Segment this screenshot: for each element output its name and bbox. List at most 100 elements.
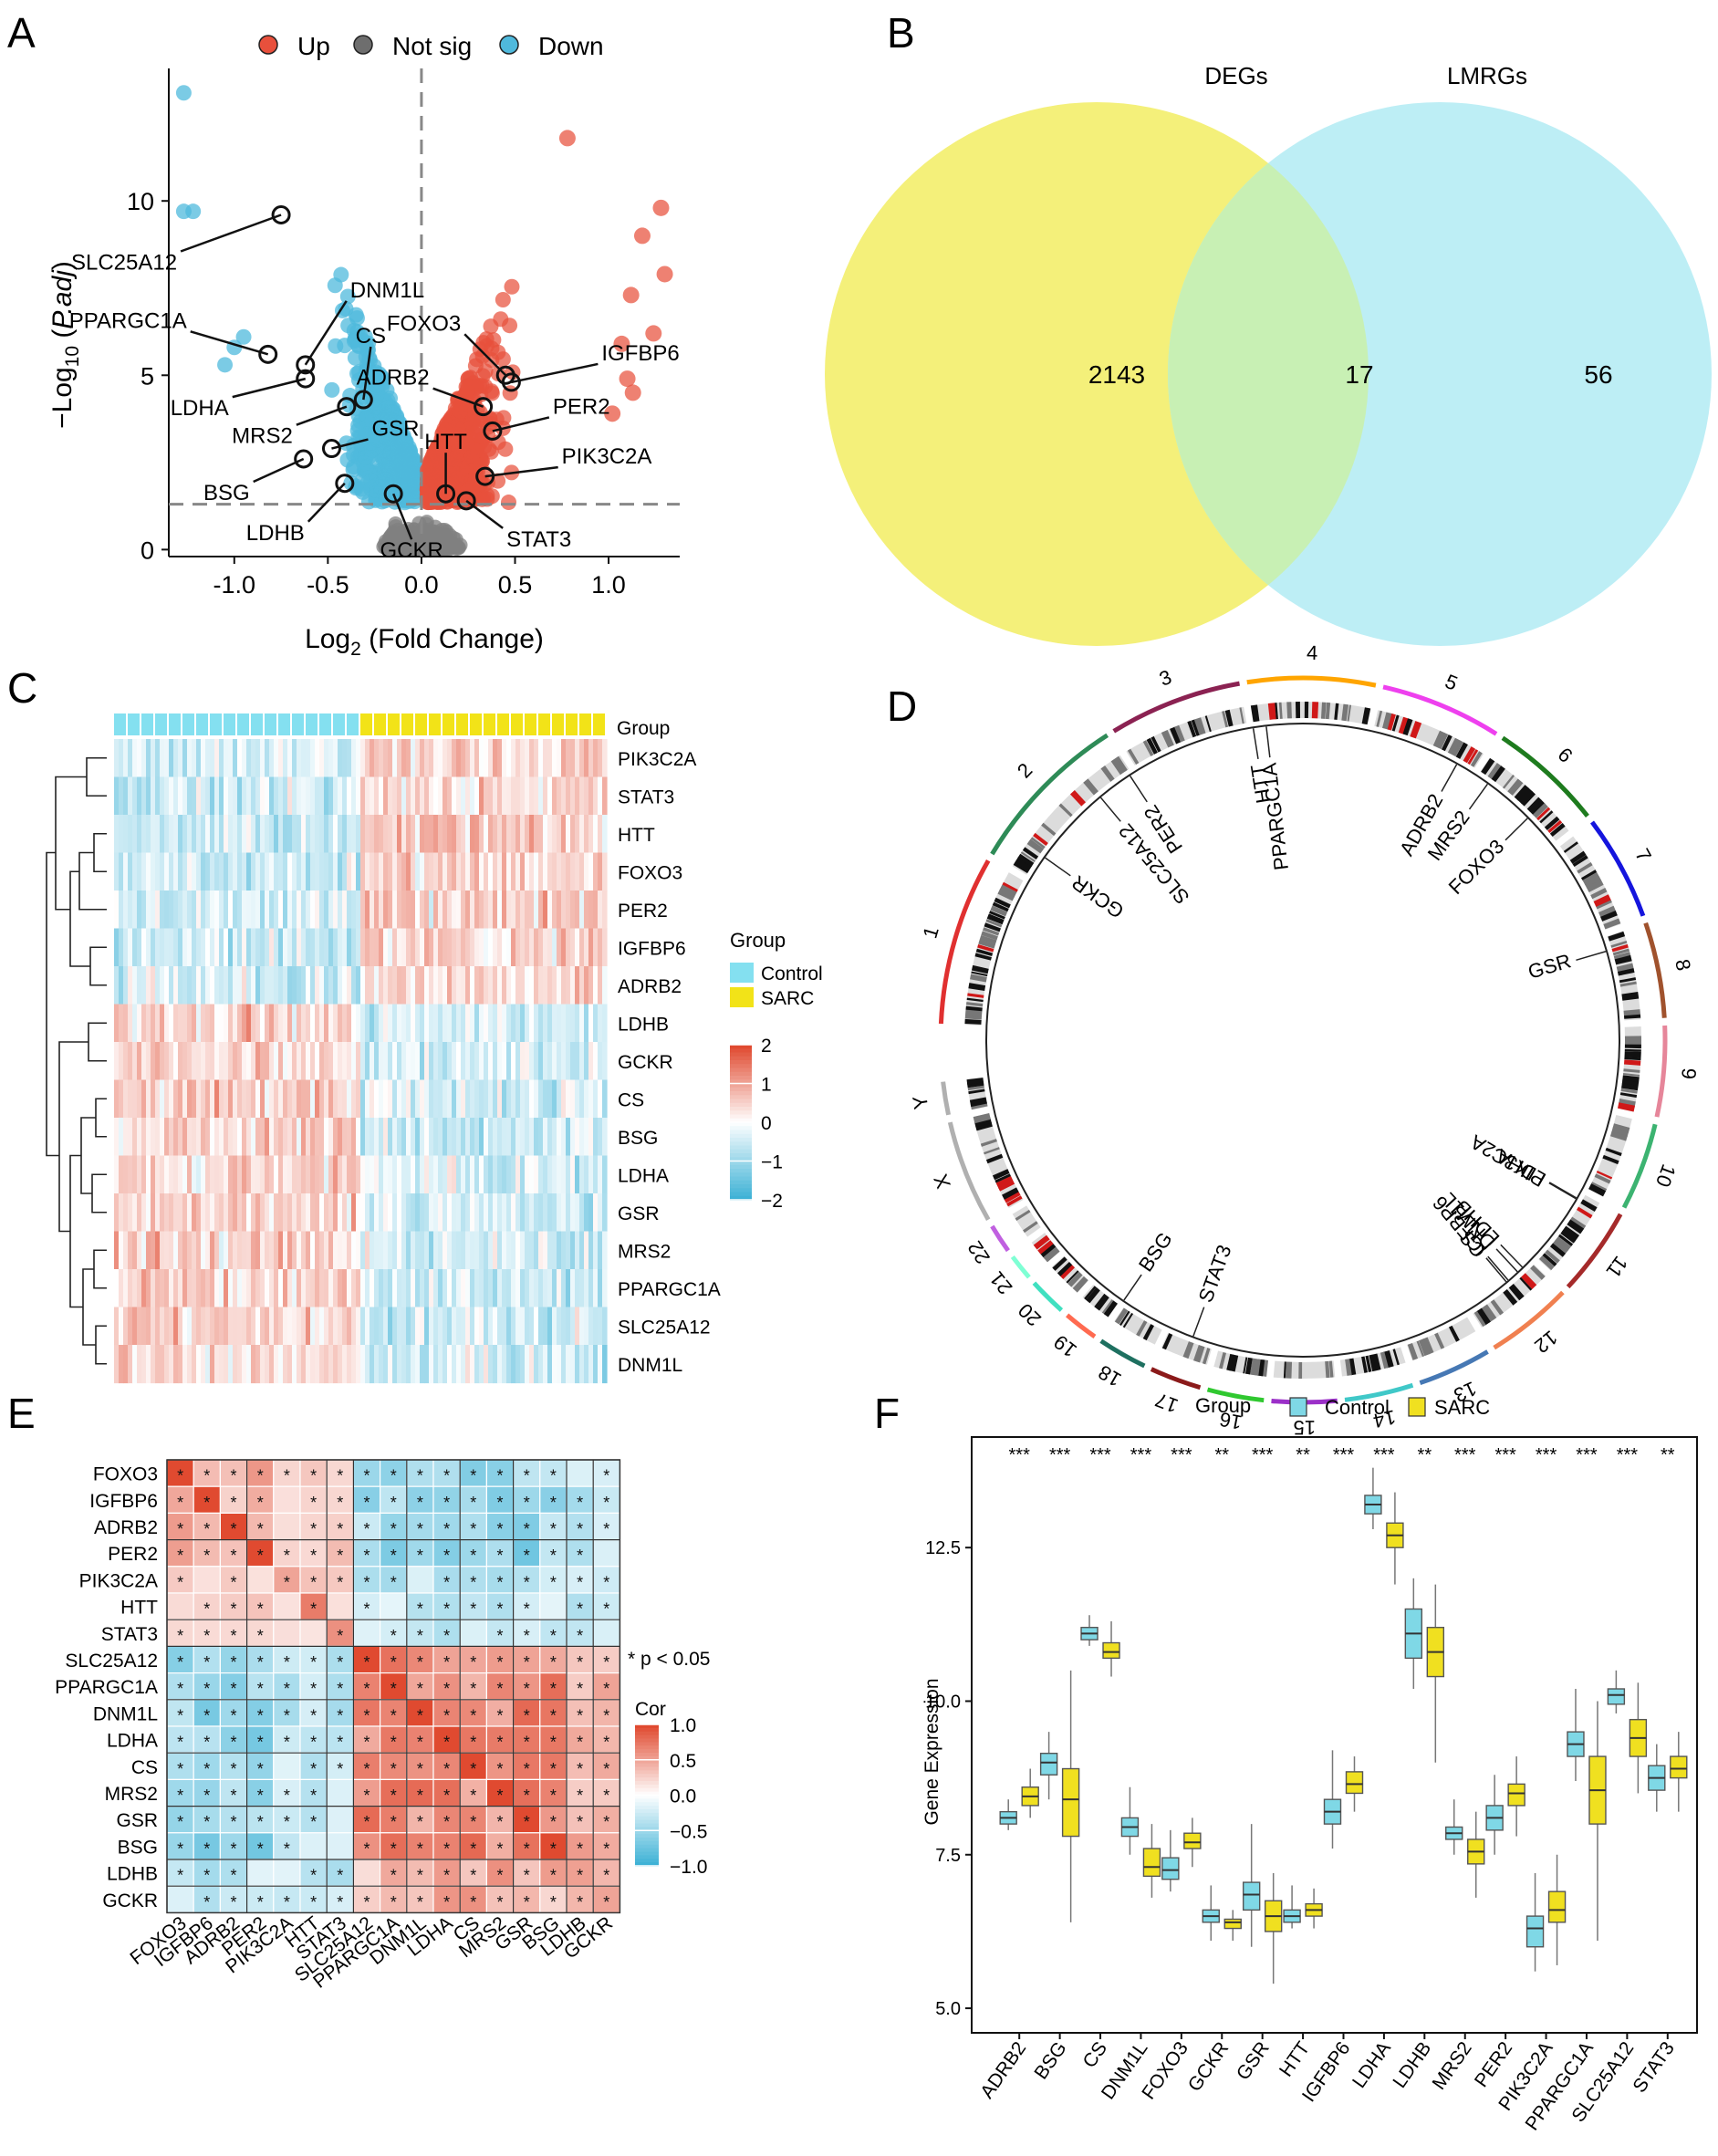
correlation-star: * xyxy=(603,1786,609,1805)
heatmap-cell xyxy=(242,1193,247,1233)
correlation-row-label: IGFBP6 xyxy=(89,1491,158,1512)
heatmap-cell xyxy=(411,1193,416,1233)
heatmap-cell xyxy=(566,1193,571,1233)
heatmap-cell xyxy=(160,739,165,778)
heatmap-cell xyxy=(474,1079,480,1119)
heatmap-gene-label: HTT xyxy=(618,825,655,846)
heatmap-cell xyxy=(538,1118,544,1157)
heatmap-cell xyxy=(447,891,453,930)
heatmap-cell xyxy=(196,1079,202,1119)
heatmap-cell xyxy=(602,1193,608,1233)
heatmap-cell xyxy=(443,1193,448,1233)
correlation-star: * xyxy=(363,1706,370,1724)
heatmap-cell xyxy=(479,966,484,1005)
heatmap-cell xyxy=(461,1118,466,1157)
heatmap-cell xyxy=(420,1004,425,1043)
correlation-star: * xyxy=(177,1760,183,1778)
dendrogram-link xyxy=(95,1325,107,1365)
heatmap-cell xyxy=(328,852,334,891)
circos-ideogram-band xyxy=(1345,1359,1352,1376)
heatmap-cell xyxy=(251,776,256,816)
heatmap-cell xyxy=(447,1155,453,1194)
heatmap-cell xyxy=(433,1004,439,1043)
heatmap-cell xyxy=(424,739,430,778)
correlation-star: * xyxy=(363,1573,370,1591)
heatmap-cell xyxy=(388,852,393,891)
heatmap-cell xyxy=(315,1042,320,1081)
heatmap-cell xyxy=(543,966,548,1005)
heatmap-cell xyxy=(584,1155,589,1194)
circos-ideogram-band xyxy=(1470,751,1483,767)
heatmap-cell xyxy=(465,1155,471,1194)
volcano-point-down xyxy=(353,481,370,497)
heatmap-cell xyxy=(141,1193,147,1233)
heatmap-cell xyxy=(547,1231,553,1270)
volcano-gene-label: PIK3C2A xyxy=(562,444,652,469)
correlation-star: * xyxy=(284,1467,290,1485)
heatmap-cell xyxy=(360,891,366,930)
circos-ideogram-band xyxy=(1142,740,1154,756)
heatmap-cell xyxy=(192,1118,197,1157)
heatmap-group-cell xyxy=(114,713,126,735)
heatmap-cell xyxy=(511,1269,516,1308)
heatmap-cell xyxy=(470,815,475,854)
heatmap-cell xyxy=(333,1231,338,1270)
heatmap-cell xyxy=(283,852,288,891)
heatmap-cell xyxy=(265,891,270,930)
heatmap-gene-label: PER2 xyxy=(618,901,668,922)
box-sarc xyxy=(1061,1767,1080,1838)
heatmap-cell xyxy=(360,852,366,891)
heatmap-cell xyxy=(497,852,503,891)
heatmap-cell xyxy=(411,1155,416,1194)
correlation-cell xyxy=(166,1885,194,1913)
heatmap-cell xyxy=(119,928,124,967)
circos-ideogram-band xyxy=(1174,724,1185,743)
heatmap-cell xyxy=(484,928,489,967)
circos-ideogram-band xyxy=(1503,1289,1518,1306)
heatmap-cell xyxy=(570,776,576,816)
heatmap-cell xyxy=(602,852,608,891)
heatmap-cell xyxy=(360,1079,366,1119)
heatmap-cell xyxy=(228,739,234,778)
heatmap-cell xyxy=(525,928,530,967)
heatmap-cell xyxy=(360,1231,366,1270)
heatmap-cell xyxy=(520,1079,526,1119)
circos-ideogram-band xyxy=(1621,1079,1640,1087)
heatmap-cell xyxy=(351,1118,357,1157)
correlation-star: * xyxy=(470,1680,476,1698)
correlation-star: * xyxy=(417,1653,423,1672)
heatmap-cell xyxy=(201,1345,206,1384)
heatmap-cell xyxy=(201,1004,206,1043)
heatmap-cell xyxy=(429,1345,434,1384)
heatmap-cell xyxy=(164,739,170,778)
heatmap-cell xyxy=(338,1042,343,1081)
heatmap-cell xyxy=(465,1307,471,1346)
heatmap-cell xyxy=(397,1042,402,1081)
heatmap-cell xyxy=(287,1118,293,1157)
heatmap-cell xyxy=(415,1345,421,1384)
heatmap-cell xyxy=(479,1079,484,1119)
heatmap-cell xyxy=(242,966,247,1005)
heatmap-cell xyxy=(379,1004,384,1043)
heatmap-cell xyxy=(456,1345,462,1384)
circos-ideogram-band xyxy=(1622,1075,1640,1083)
heatmap-cell xyxy=(593,1345,599,1384)
correlation-star: * xyxy=(470,1786,476,1805)
heatmap-cell xyxy=(178,1193,183,1233)
heatmap-cell xyxy=(315,852,320,891)
heatmap-cell xyxy=(420,1345,425,1384)
heatmap-cell xyxy=(515,1118,521,1157)
heatmap-cell xyxy=(338,1269,343,1308)
heatmap-cell xyxy=(224,1079,229,1119)
heatmap-cell xyxy=(265,966,270,1005)
heatmap-cell xyxy=(269,1345,275,1384)
correlation-star: * xyxy=(603,1839,609,1858)
heatmap-cell xyxy=(255,1193,261,1233)
box-xtick-label: ADRB2 xyxy=(976,2038,1030,2103)
heatmap-cell xyxy=(543,1269,548,1308)
correlation-star: * xyxy=(524,1867,530,1885)
heatmap-cell xyxy=(374,966,380,1005)
heatmap-cell xyxy=(297,1118,302,1157)
volcano-point-down xyxy=(185,203,202,220)
correlation-star: * xyxy=(177,1627,183,1645)
